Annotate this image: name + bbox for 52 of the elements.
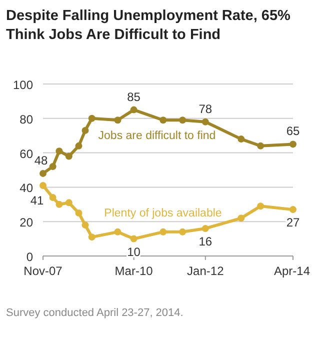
data-label: 48 [34,153,48,168]
data-label: 41 [30,193,44,208]
point [290,206,296,214]
point [56,148,63,155]
point [257,142,264,150]
point [257,202,264,210]
x-tick-label: Mar-10 [114,264,154,278]
point [49,163,56,170]
point [290,140,296,148]
point [238,136,245,143]
point [75,210,82,216]
point [114,228,122,236]
point [65,199,72,206]
point [130,235,138,242]
point [82,222,89,229]
data-label: 10 [127,244,141,259]
y-tick-label: 0 [26,250,34,264]
point [202,118,209,126]
data-label: 85 [127,90,141,104]
point [179,116,186,124]
y-tick-label: 100 [12,78,34,92]
point [160,116,167,124]
point [238,214,245,222]
x-tick-label: Jan-12 [187,264,224,278]
series-label: Jobs are difficult to find [98,130,216,142]
point [56,200,63,208]
data-label: 27 [286,216,300,230]
point [65,152,72,160]
point [49,194,56,202]
data-label: 16 [198,234,212,248]
data-label: 65 [286,124,300,138]
point [40,182,46,189]
point [202,224,209,232]
chart-title: Despite Falling Unemployment Rate, 65% Think Jobs Are Difficult to Find [6,8,291,43]
point [75,142,82,150]
data-label: 78 [198,102,212,116]
y-tick-label: 20 [20,216,34,230]
y-tick-label: 40 [20,181,34,196]
point [40,170,46,177]
y-tick-label: 80 [20,112,34,126]
x-tick-label: Apr-14 [274,264,310,278]
y-tick-label: 60 [20,146,34,161]
text: Survey conducted April 23-27, 2014. [6,307,184,319]
point [179,228,186,236]
point [88,234,96,241]
point [160,228,167,236]
point [82,126,89,134]
point [114,116,122,124]
point [130,106,138,114]
x-tick-label: Nov-07 [24,264,63,278]
point [88,114,96,122]
series-label: Plenty of jobs available [104,207,222,220]
